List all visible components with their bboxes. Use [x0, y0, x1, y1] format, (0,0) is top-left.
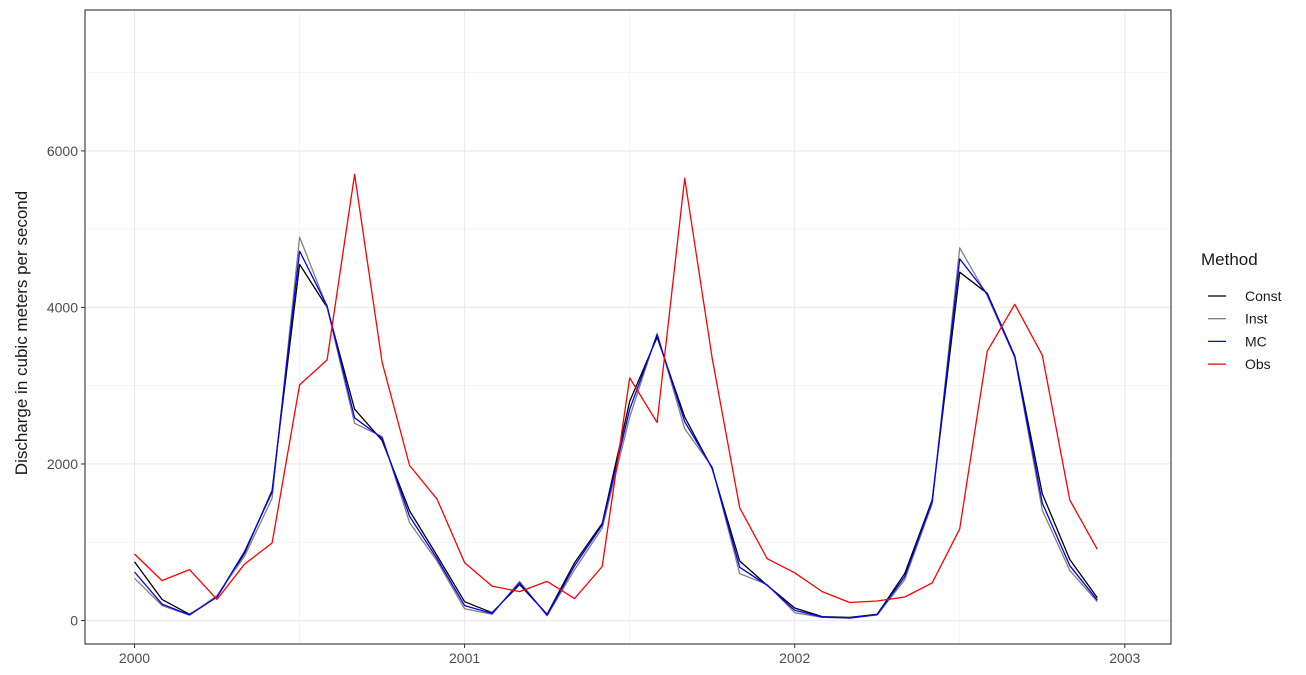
- x-tick-label: 2001: [449, 650, 480, 666]
- legend-item-inst: Inst: [1208, 311, 1268, 327]
- plot-panel-border: [84, 9, 1172, 645]
- legend-label-mc: MC: [1245, 333, 1267, 349]
- x-tick-label: 2003: [1109, 650, 1140, 666]
- series-lines: [133, 173, 1098, 619]
- y-tick-label: 6000: [47, 143, 78, 159]
- series-line-mc: [134, 250, 1098, 619]
- y-axis-title: Discharge in cubic meters per second: [12, 191, 31, 475]
- y-tick-label: 4000: [47, 299, 78, 315]
- major-gridlines: [85, 10, 1171, 644]
- legend-item-obs: Obs: [1208, 356, 1271, 372]
- legend-label-const: Const: [1245, 288, 1282, 304]
- y-tick-label: 2000: [47, 456, 78, 472]
- legend-label-inst: Inst: [1245, 311, 1268, 327]
- x-tick-label: 2000: [119, 650, 150, 666]
- legend-label-obs: Obs: [1245, 356, 1271, 372]
- legend: Method Const Inst MC Obs: [1201, 250, 1282, 372]
- legend-title: Method: [1201, 250, 1258, 269]
- x-tick-label: 2002: [779, 650, 810, 666]
- x-axis: 2000 2001 2002 2003: [119, 644, 1141, 666]
- y-axis: 0 2000 4000 6000: [47, 143, 85, 629]
- legend-item-mc: MC: [1208, 333, 1267, 349]
- y-tick-label: 0: [70, 613, 78, 629]
- series-line-obs: [134, 173, 1098, 604]
- legend-item-const: Const: [1208, 288, 1282, 304]
